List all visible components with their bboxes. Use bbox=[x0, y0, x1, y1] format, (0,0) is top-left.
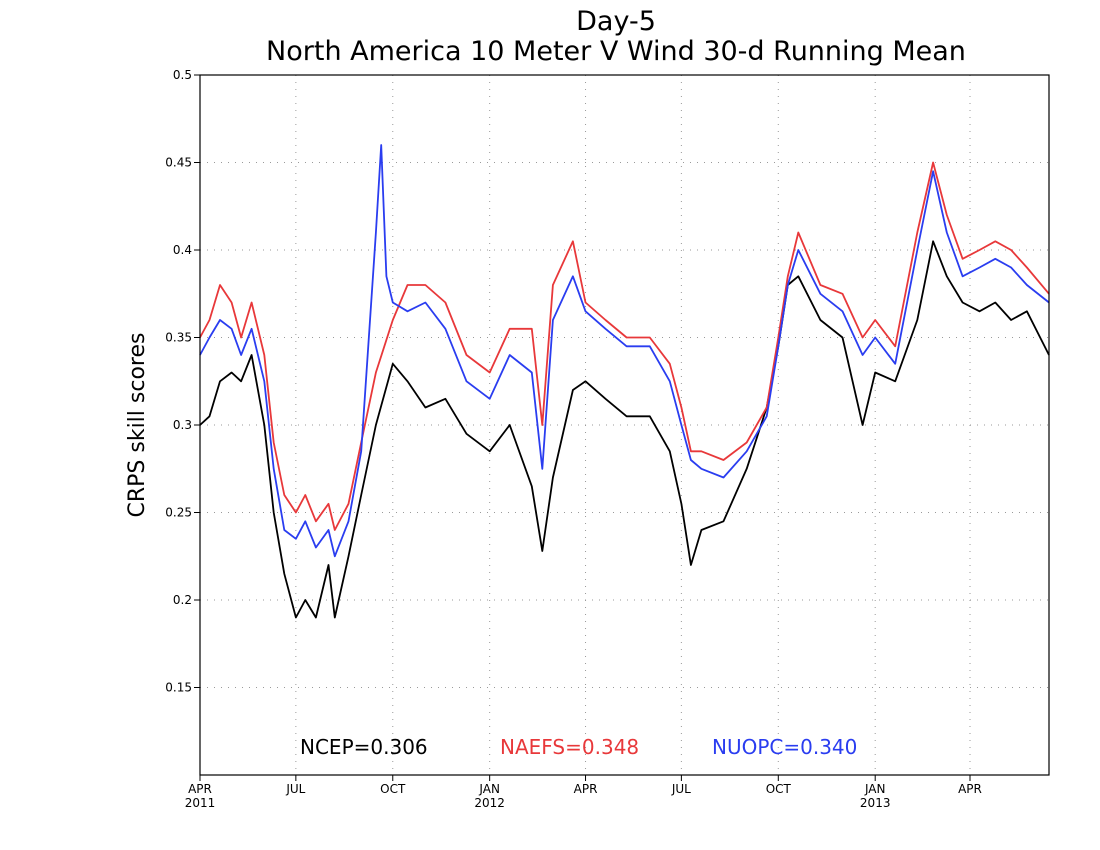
x-tick-label: APR bbox=[188, 782, 212, 796]
series-line-1 bbox=[199, 161, 1050, 531]
y-tick-label: 0.2 bbox=[173, 593, 192, 607]
y-tick-label: 0.15 bbox=[165, 681, 192, 695]
x-tick-year-label: 2012 bbox=[474, 796, 505, 810]
y-tick-label: 0.35 bbox=[165, 331, 192, 345]
x-tick-label: OCT bbox=[380, 782, 406, 796]
y-tick-label: 0.4 bbox=[173, 243, 192, 257]
y-ticks: 0.15 0.2 0.25 0.3 0.35 0.4 0.45 0.5 bbox=[165, 68, 200, 695]
y-tick-label: 0.5 bbox=[173, 68, 192, 82]
x-tick-label: JUL bbox=[671, 782, 691, 796]
grid-layer bbox=[200, 75, 1049, 775]
series-line-0 bbox=[199, 240, 1050, 619]
naefs-stat: NAEFS=0.348 bbox=[500, 735, 639, 759]
x-tick-label: APR bbox=[958, 782, 982, 796]
series-line-2 bbox=[199, 144, 1050, 558]
ncep-stat: NCEP=0.306 bbox=[300, 735, 428, 759]
x-tick-label: JUL bbox=[285, 782, 305, 796]
y-axis-label: CRPS skill scores bbox=[125, 333, 150, 518]
y-tick-label: 0.25 bbox=[165, 506, 192, 520]
nuopc-stat: NUOPC=0.340 bbox=[712, 735, 857, 759]
x-tick-label: APR bbox=[574, 782, 598, 796]
chart-title: Day-5 bbox=[576, 6, 656, 37]
chart-subtitle: North America 10 Meter V Wind 30-d Runni… bbox=[266, 36, 966, 67]
x-tick-label: JAN bbox=[864, 782, 886, 796]
series-layer bbox=[199, 144, 1050, 619]
y-tick-label: 0.45 bbox=[165, 156, 192, 170]
stats-legend: NCEP=0.306 NAEFS=0.348 NUOPC=0.340 bbox=[300, 735, 857, 759]
y-tick-label: 0.3 bbox=[173, 418, 192, 432]
x-tick-year-label: 2013 bbox=[860, 796, 891, 810]
x-tick-label: JAN bbox=[478, 782, 500, 796]
x-tick-year-label: 2011 bbox=[185, 796, 216, 810]
x-tick-label: OCT bbox=[766, 782, 792, 796]
